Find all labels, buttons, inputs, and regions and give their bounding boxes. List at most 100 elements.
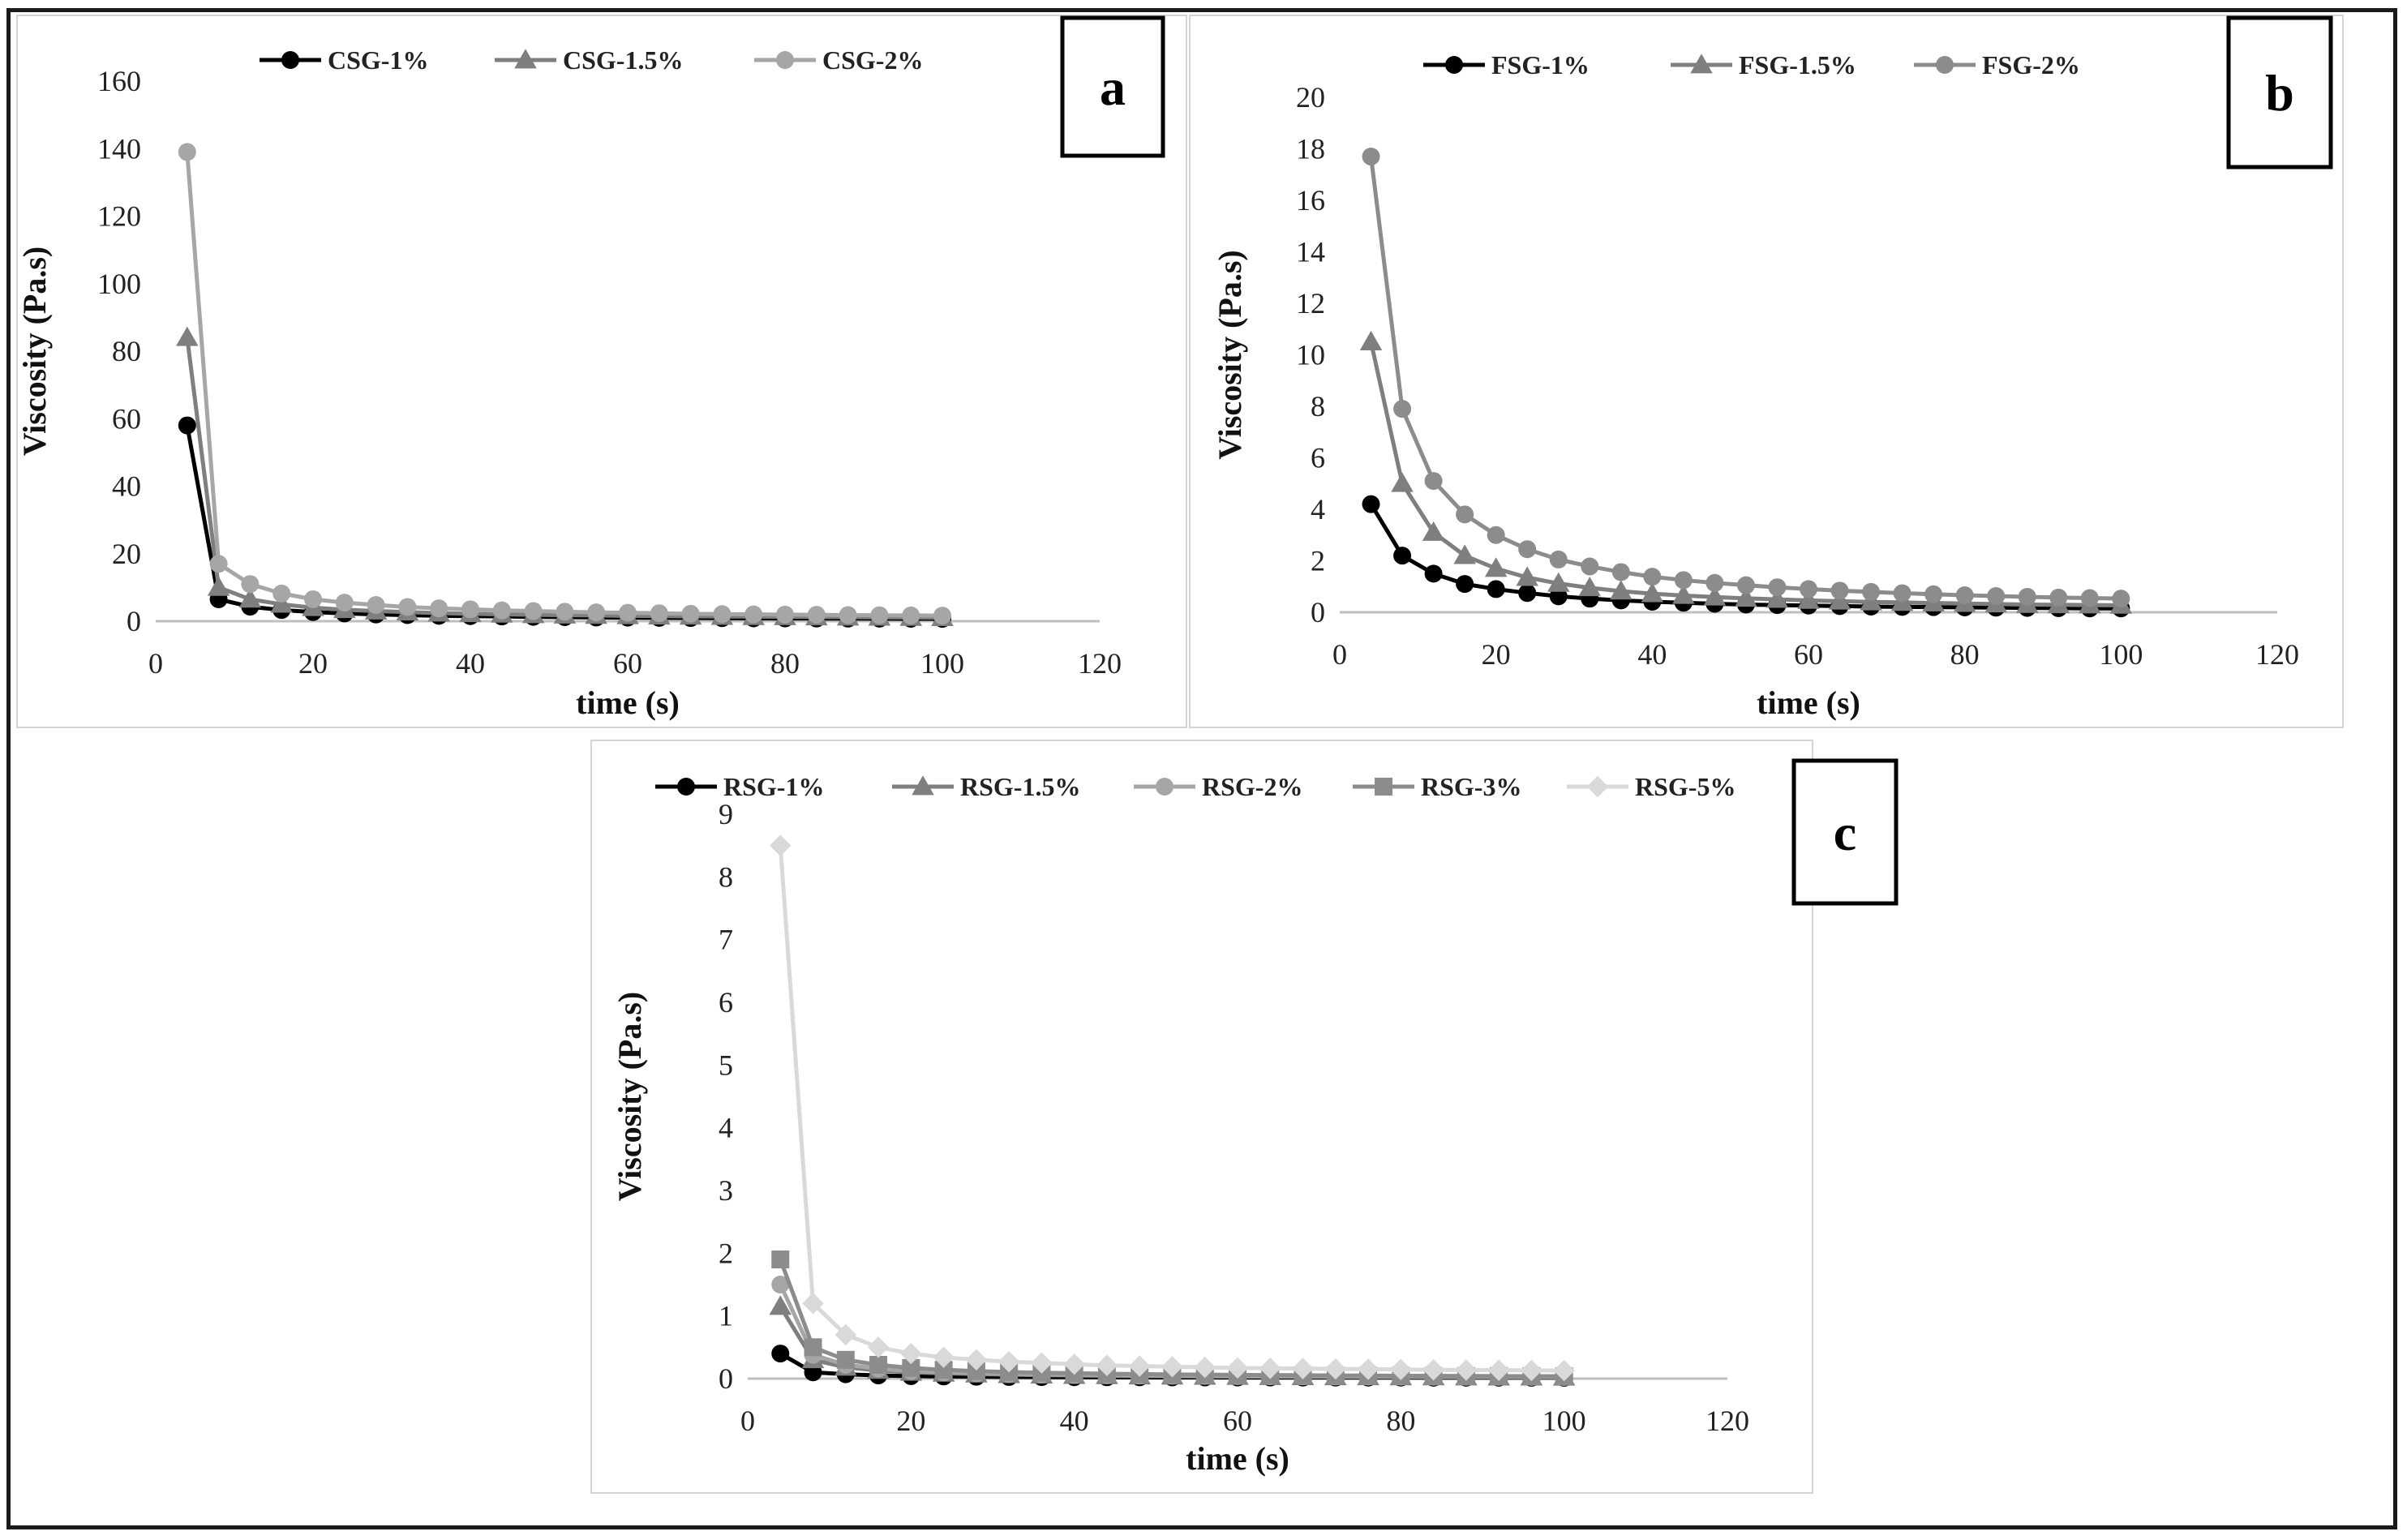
y-tick-label: 4 (1311, 493, 1325, 525)
data-point (771, 1276, 790, 1293)
series-RSG-5% (770, 834, 1575, 1382)
data-point (1768, 578, 1787, 597)
y-tick-label: 10 (1296, 339, 1325, 371)
data-point (1516, 566, 1538, 586)
series-line (778, 845, 1564, 1373)
x-tick-label: 100 (1542, 1405, 1586, 1437)
y-tick-label: 0 (1311, 596, 1325, 628)
data-point (1955, 586, 1974, 605)
data-point (1547, 572, 1570, 592)
legend-label: CSG-1.5% (563, 45, 683, 75)
data-point (1422, 521, 1445, 541)
y-tick-label: 1 (719, 1300, 733, 1332)
data-point (430, 599, 448, 618)
data-point (178, 416, 196, 435)
data-point (2049, 588, 2068, 607)
data-point (207, 576, 230, 596)
data-point (965, 1349, 988, 1371)
legend-marker (1690, 54, 1713, 74)
data-point (1324, 1358, 1346, 1380)
data-point (869, 1355, 888, 1374)
data-point (272, 584, 291, 603)
y-tick-label: 6 (1311, 442, 1325, 474)
y-tick-label: 40 (112, 470, 141, 503)
data-point (209, 555, 228, 573)
data-point (524, 602, 543, 620)
data-point (241, 575, 260, 594)
y-tick-label: 2 (1311, 545, 1325, 577)
data-point (776, 605, 794, 624)
panel-b-frame (1189, 15, 2344, 728)
legend-marker (677, 778, 695, 796)
legend-entry: CSG-2% (754, 45, 923, 75)
data-point (650, 604, 668, 623)
data-point (1359, 330, 1383, 350)
data-point (1362, 495, 1380, 513)
data-point (492, 601, 511, 620)
data-point (1703, 586, 1727, 606)
x-tick-label: 80 (1386, 1405, 1415, 1437)
data-point (1800, 580, 1817, 598)
data-point (1456, 505, 1474, 524)
x-tick-label: 40 (456, 647, 485, 680)
data-point (1357, 1358, 1379, 1380)
data-point (933, 1346, 955, 1368)
data-point (769, 1295, 792, 1315)
data-point (1828, 590, 1851, 610)
data-point (1422, 1358, 1444, 1381)
chart-panel-a: 0 20 40 60 80 100 120 0 20 40 60 80 100 120 140 160 time… (16, 15, 1165, 721)
data-point (771, 1250, 790, 1269)
x-tick-label: 120 (1705, 1405, 1749, 1437)
data-point (770, 834, 792, 856)
legend-entry: CSG-1.5% (495, 45, 683, 75)
legend-entry: FSG-1% (1423, 50, 1590, 79)
data-point (1611, 563, 1630, 581)
data-point (802, 1293, 824, 1315)
x-tick-label: 60 (613, 647, 642, 680)
data-point (1484, 557, 1508, 577)
data-point (713, 605, 732, 624)
y-tick-label: 3 (719, 1174, 733, 1207)
legend-label: RSG-5% (1635, 772, 1736, 801)
data-point (839, 606, 857, 624)
y-tick-label: 18 (1296, 133, 1325, 165)
legend-entry: FSG-1.5% (1671, 50, 1856, 79)
data-point (1705, 573, 1724, 592)
legend-marker (1156, 778, 1173, 796)
data-point (238, 588, 262, 608)
data-point (398, 598, 417, 616)
data-point (1549, 550, 1568, 568)
data-point (902, 606, 920, 624)
legend-entry: RSG-3% (1353, 772, 1521, 801)
data-point (836, 1350, 855, 1369)
data-point (556, 603, 574, 621)
data-point (835, 1323, 856, 1346)
data-point (619, 603, 637, 622)
data-point (1453, 544, 1476, 564)
y-axis-title: Viscosity (Pa.s) (611, 992, 648, 1201)
data-point (1736, 576, 1755, 594)
legend-label: RSG-3% (1421, 772, 1521, 801)
panel-label-box (1060, 15, 1165, 158)
data-point (1578, 577, 1602, 597)
data-point (998, 1350, 1020, 1373)
x-tick-label: 120 (2255, 638, 2299, 671)
data-point (178, 143, 196, 161)
data-point (304, 590, 322, 608)
data-point (1424, 472, 1443, 491)
data-point (1518, 584, 1537, 603)
y-tick-label: 80 (112, 335, 141, 367)
data-point (1456, 575, 1474, 594)
y-tick-label: 140 (97, 132, 141, 165)
legend-entry: RSG-2% (1134, 772, 1302, 801)
x-tick-label: 60 (1794, 638, 1823, 671)
x-tick-label: 40 (1637, 638, 1667, 671)
y-tick-label: 0 (127, 605, 141, 637)
legend-marker (1445, 56, 1463, 74)
x-tick-label: 0 (1332, 638, 1347, 671)
series-line (1369, 341, 2122, 607)
data-point (1521, 1359, 1542, 1382)
y-tick-label: 14 (1296, 236, 1325, 268)
y-tick-label: 100 (97, 268, 141, 300)
legend-marker (514, 49, 537, 69)
